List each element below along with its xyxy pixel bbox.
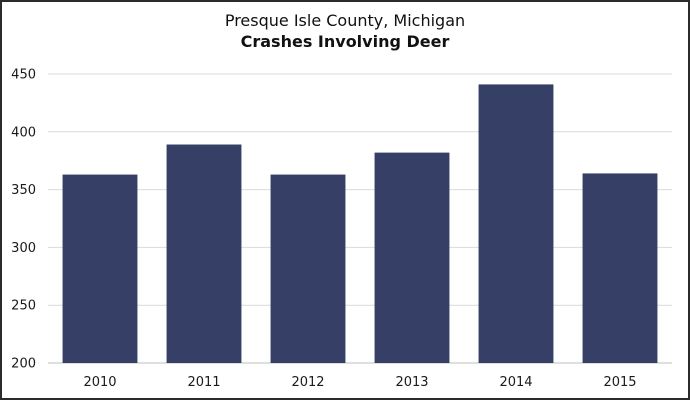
chart-subtitle: Crashes Involving Deer [240,32,450,51]
bar-2011 [166,144,242,363]
bars [62,84,658,364]
chart-title-block: Presque Isle County, Michigan Crashes In… [2,10,688,52]
bar-2010 [62,174,138,363]
bar-2013 [374,152,450,363]
bar-2012 [270,174,346,363]
y-tick-label: 450 [11,68,36,83]
x-tick-label: 2014 [499,375,532,390]
bar-2014 [478,84,554,364]
y-tick-label: 400 [11,125,36,140]
x-tick-label: 2012 [291,375,324,390]
chart-title: Presque Isle County, Michigan [224,11,466,30]
gridlines [48,73,672,364]
x-tick-label: 2013 [395,375,428,390]
bar-2015 [582,173,658,363]
x-tick-label: 2011 [187,375,220,390]
x-tick-label: 2015 [603,375,636,390]
x-axis-ticks: 2010 2011 2012 2013 2014 2015 [83,375,636,390]
y-tick-label: 300 [11,241,36,256]
x-tick-label: 2010 [83,375,116,390]
y-tick-label: 250 [11,299,36,314]
y-axis-ticks: 200 250 300 350 400 450 [11,68,36,372]
y-tick-label: 350 [11,183,36,198]
y-tick-label: 200 [11,357,36,372]
